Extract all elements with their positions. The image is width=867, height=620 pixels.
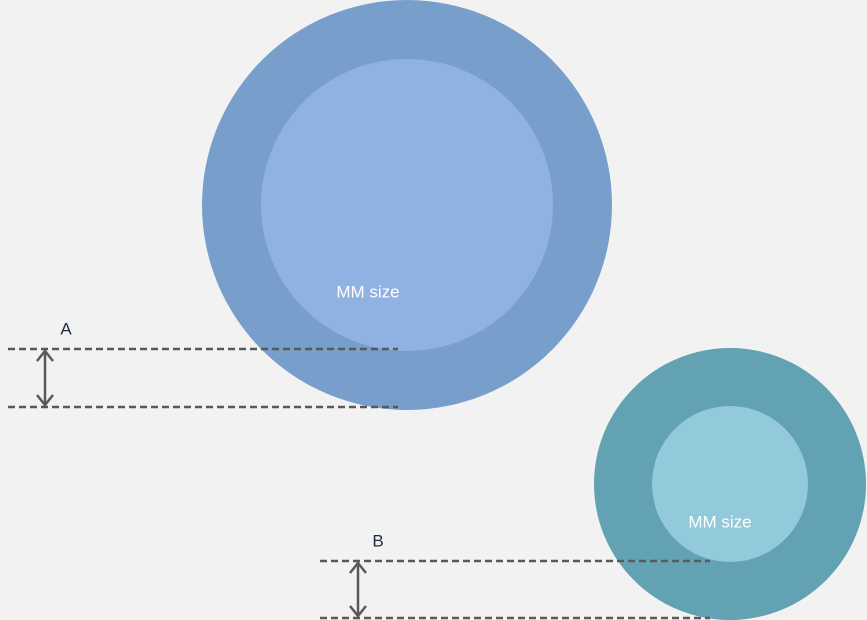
inner-circle: [652, 406, 808, 562]
double-arrow: [36, 348, 54, 408]
inner-circle: [261, 59, 553, 351]
double-arrow: [349, 560, 367, 619]
circle-label: MM size: [336, 282, 399, 301]
circle-label: MM size: [688, 512, 751, 531]
dimension-label: B: [372, 531, 383, 550]
dimension-label: A: [60, 319, 72, 338]
